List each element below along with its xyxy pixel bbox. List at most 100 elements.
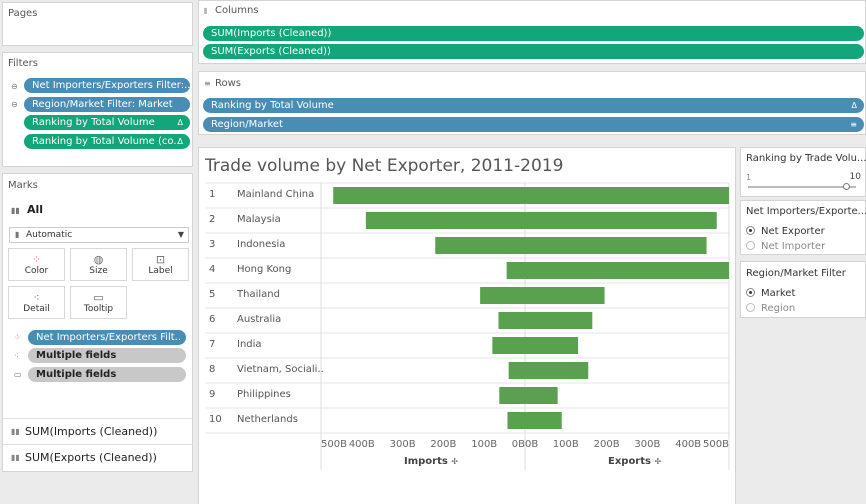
imports-tick-label: 0B	[512, 439, 525, 450]
exports-tick-label: 300B	[634, 439, 660, 450]
tooltip-icon: ▭	[93, 291, 104, 304]
size-button[interactable]: ◍ Size	[70, 248, 127, 281]
exports-bar	[525, 387, 558, 404]
market-label: Mainland China	[237, 189, 315, 200]
imports-axis-label: Imports	[404, 456, 448, 467]
label-icon: ⊡	[155, 253, 166, 266]
exports-tick-label: 200B	[594, 439, 620, 450]
detail-button[interactable]: ⁖ Detail	[8, 286, 65, 319]
chart-svg: 500B 400B 300B 200B 100B 0B 0B 100B 200B 300B 400B…	[205, 182, 730, 470]
delta-icon: Δ	[177, 118, 183, 127]
filter-region-market[interactable]: Region/Market Filter: Market	[24, 97, 190, 112]
sort-icon: ≡	[850, 120, 857, 129]
slider-handle[interactable]	[843, 183, 851, 190]
mark-type-value: Automatic	[26, 230, 73, 240]
pages-shelf[interactable]: Pages	[2, 2, 193, 46]
imports-bar	[498, 312, 525, 329]
rank-label: 10	[209, 414, 222, 425]
filter-ranking-total-volume-co[interactable]: Ranking by Total Volume (co.. Δ	[24, 134, 190, 149]
rows-title: Rows	[215, 78, 242, 89]
detail-icon: ⁖	[33, 291, 40, 304]
filter-label: Ranking by Total Volume (co..	[32, 136, 180, 147]
marks-color-pill[interactable]: Net Importers/Exporters Filt..	[28, 330, 186, 345]
imports-bar	[506, 262, 525, 279]
radio-net-exporter[interactable]: Net Exporter	[746, 226, 825, 237]
market-label: Australia	[237, 314, 282, 325]
columns-shelf[interactable]: ⦀ Columns SUM(Imports (Cleaned)) SUM(Exp…	[198, 0, 866, 64]
marks-detail-pill[interactable]: Multiple fields	[28, 348, 186, 363]
radio-market[interactable]: Market	[746, 288, 795, 299]
rank-label: 6	[209, 314, 216, 325]
imports-bar	[333, 187, 525, 204]
pill-label: SUM(Imports (Cleaned))	[211, 28, 332, 39]
market-label: Malaysia	[237, 214, 281, 225]
exports-bar	[525, 262, 729, 279]
radio-region[interactable]: Region	[746, 303, 795, 314]
exports-bar	[525, 362, 589, 379]
market-label: India	[237, 339, 262, 350]
rank-label: 1	[209, 189, 216, 200]
lock-icon: ⊖	[11, 82, 18, 91]
color-label: Color	[24, 266, 49, 276]
exports-tick-label: 400B	[675, 439, 701, 450]
label-button[interactable]: ⊡ Label	[132, 248, 189, 281]
rows-shelf[interactable]: ≡ Rows Ranking by Total Volume Δ Region/M…	[198, 71, 866, 135]
marks-all-label[interactable]: All	[27, 203, 44, 216]
tooltip-button[interactable]: ▭ Tooltip	[70, 286, 127, 319]
rank-label: 7	[209, 339, 216, 350]
exports-tick-label: 100B	[553, 439, 579, 450]
pin-icon: ✢	[451, 457, 459, 466]
rows-pill-region-market[interactable]: Region/Market ≡	[203, 117, 864, 132]
imports-tick-label: 400B	[349, 439, 375, 450]
market-label: Netherlands	[237, 414, 298, 425]
ranking-slider-title: Ranking by Trade Volu...	[746, 153, 866, 164]
net-filter-card[interactable]: Net Importers/Exporte... Net Exporter Ne…	[740, 200, 866, 255]
measure-exports[interactable]: ▮▮ SUM(Exports (Cleaned))	[3, 444, 193, 470]
rank-label: 4	[209, 264, 216, 275]
market-label: Thailand	[237, 289, 280, 300]
rank-label: 9	[209, 389, 216, 400]
imports-tick-label: 300B	[390, 439, 416, 450]
filter-ranking-total-volume[interactable]: Ranking by Total Volume Δ	[24, 115, 190, 130]
detail-icon: ⁖	[14, 351, 19, 360]
slider-min: 1	[746, 173, 752, 182]
imports-bar	[435, 237, 525, 254]
measure-imports[interactable]: ▮▮ SUM(Imports (Cleaned))	[3, 418, 193, 444]
measure-label: SUM(Imports (Cleaned))	[25, 425, 158, 438]
columns-icon: ⦀	[204, 7, 208, 16]
exports-bar	[525, 287, 605, 304]
filter-net-importers-exporters[interactable]: Net Importers/Exporters Filter:..	[24, 78, 190, 93]
measure-label: SUM(Exports (Cleaned))	[25, 451, 157, 464]
filters-shelf[interactable]: Filters ⊖ Net Importers/Exporters Filter…	[2, 52, 193, 167]
region-filter-card[interactable]: Region/Market Filter Market Region	[740, 261, 866, 318]
chart-title: Trade volume by Net Exporter, 2011-2019	[205, 156, 564, 176]
imports-axis-title: Imports ✢	[404, 456, 458, 467]
exports-bar	[525, 337, 579, 354]
exports-tick-label: 500B	[703, 439, 729, 450]
marks-tooltip-pill[interactable]: Multiple fields	[28, 367, 186, 382]
exports-bar	[525, 412, 562, 429]
pin-icon: ✢	[654, 457, 662, 466]
slider-track[interactable]	[748, 186, 856, 188]
columns-pill-imports[interactable]: SUM(Imports (Cleaned))	[203, 26, 864, 41]
pill-label: Ranking by Total Volume	[211, 100, 334, 111]
net-filter-title: Net Importers/Exporte...	[746, 206, 866, 217]
rows-pill-ranking[interactable]: Ranking by Total Volume Δ	[203, 98, 864, 113]
label-label: Label	[148, 266, 173, 276]
filter-label: Net Importers/Exporters Filter:..	[32, 80, 190, 91]
filters-title: Filters	[8, 58, 38, 69]
mark-type-dropdown[interactable]: ▮ Automatic ▼	[9, 227, 189, 243]
imports-bar	[507, 412, 525, 429]
exports-bar	[525, 187, 729, 204]
radio-net-importer[interactable]: Net Importer	[746, 241, 825, 252]
ranking-slider-card[interactable]: Ranking by Trade Volu... 1 10	[740, 147, 866, 197]
bar-chart-icon: ▮▮	[11, 206, 20, 215]
imports-bar	[492, 337, 525, 354]
slider-max: 10	[849, 172, 861, 182]
imports-tick-label: 100B	[471, 439, 497, 450]
columns-pill-exports[interactable]: SUM(Exports (Cleaned))	[203, 44, 864, 59]
exports-axis-title: Exports ✢	[608, 456, 661, 467]
color-button[interactable]: ⁘ Color	[8, 248, 65, 281]
imports-bar	[480, 287, 525, 304]
chart-view[interactable]: Trade volume by Net Exporter, 2011-2019 …	[198, 147, 736, 504]
